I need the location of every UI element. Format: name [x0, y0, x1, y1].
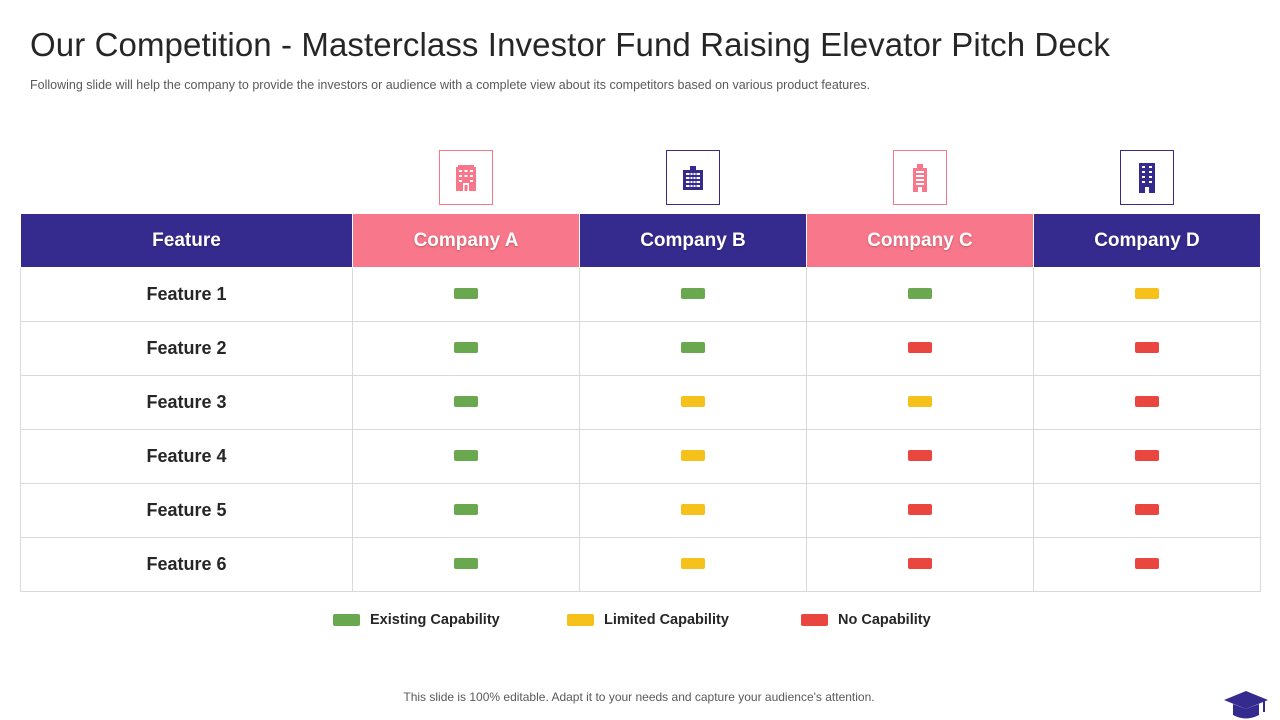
status-cell	[806, 375, 1034, 430]
status-cell	[579, 483, 807, 538]
legend-item-existing: Existing Capability	[333, 612, 500, 628]
status-indicator-existing	[454, 287, 478, 299]
status-cell	[352, 429, 580, 484]
company-icons-row	[0, 150, 1280, 206]
header-company-c: Company C	[806, 213, 1034, 268]
table-body: Feature 1 Feature 2 Feature 3 Feature 4 Feat…	[20, 267, 1261, 592]
building-icon	[456, 164, 476, 191]
status-cell	[1033, 429, 1261, 484]
table-row: Feature 4	[20, 429, 1261, 484]
status-cell	[806, 429, 1034, 484]
status-cell	[579, 429, 807, 484]
legend-label-none: No Capability	[838, 612, 931, 628]
status-indicator-existing	[681, 287, 705, 299]
table-row: Feature 3	[20, 375, 1261, 430]
table-row: Feature 2	[20, 321, 1261, 376]
page-subtitle: Following slide will help the company to…	[30, 78, 871, 92]
header-company-b: Company B	[579, 213, 807, 268]
status-cell	[352, 375, 580, 430]
status-indicator-none	[1135, 395, 1159, 407]
header-feature: Feature	[20, 213, 353, 268]
graduation-cap-icon	[1224, 691, 1268, 719]
table-row: Feature 6	[20, 537, 1261, 592]
office-building-icon	[683, 165, 703, 190]
competition-table: Feature Company A Company B Company C Co…	[20, 213, 1261, 592]
status-indicator-none	[908, 557, 932, 569]
legend-label-existing: Existing Capability	[370, 612, 500, 628]
status-cell	[579, 321, 807, 376]
status-indicator-existing	[454, 557, 478, 569]
status-indicator-none	[908, 449, 932, 461]
status-indicator-existing	[681, 341, 705, 353]
status-indicator-limited	[681, 395, 705, 407]
status-cell	[1033, 537, 1261, 592]
status-indicator-none	[1135, 503, 1159, 515]
status-cell	[1033, 321, 1261, 376]
header-company-a: Company A	[352, 213, 580, 268]
status-indicator-existing	[908, 287, 932, 299]
status-cell	[1033, 483, 1261, 538]
legend-swatch-none	[801, 614, 828, 626]
table-row: Feature 1	[20, 267, 1261, 322]
feature-label: Feature 4	[20, 429, 353, 484]
feature-label: Feature 3	[20, 375, 353, 430]
company-b-icon-box	[666, 150, 720, 205]
status-indicator-existing	[454, 449, 478, 461]
feature-label: Feature 6	[20, 537, 353, 592]
status-cell	[352, 483, 580, 538]
page-title: Our Competition - Masterclass Investor F…	[30, 26, 1111, 63]
status-cell	[1033, 267, 1261, 322]
status-cell	[806, 267, 1034, 322]
feature-label: Feature 1	[20, 267, 353, 322]
status-cell	[579, 267, 807, 322]
table-row: Feature 5	[20, 483, 1261, 538]
table-header-row: Feature Company A Company B Company C Co…	[20, 213, 1261, 268]
status-indicator-existing	[454, 503, 478, 515]
company-c-icon-box	[893, 150, 947, 205]
status-indicator-limited	[681, 503, 705, 515]
company-d-icon-box	[1120, 150, 1174, 205]
status-indicator-limited	[681, 449, 705, 461]
status-indicator-none	[1135, 449, 1159, 461]
status-cell	[579, 537, 807, 592]
status-cell	[1033, 375, 1261, 430]
status-cell	[352, 267, 580, 322]
status-indicator-none	[1135, 341, 1159, 353]
status-cell	[579, 375, 807, 430]
status-indicator-none	[908, 341, 932, 353]
status-indicator-existing	[454, 341, 478, 353]
header-company-d: Company D	[1033, 213, 1261, 268]
legend-label-limited: Limited Capability	[604, 612, 729, 628]
status-cell	[806, 483, 1034, 538]
feature-label: Feature 5	[20, 483, 353, 538]
status-indicator-limited	[1135, 287, 1159, 299]
legend-swatch-limited	[567, 614, 594, 626]
tower-building-icon	[913, 163, 927, 192]
company-a-icon-box	[439, 150, 493, 205]
status-cell	[352, 321, 580, 376]
footer-note: This slide is 100% editable. Adapt it to…	[0, 690, 1280, 704]
legend-item-none: No Capability	[801, 612, 931, 628]
feature-label: Feature 2	[20, 321, 353, 376]
legend: Existing Capability Limited Capability N…	[0, 612, 1280, 634]
status-indicator-none	[908, 503, 932, 515]
status-cell	[352, 537, 580, 592]
status-indicator-none	[1135, 557, 1159, 569]
status-indicator-limited	[681, 557, 705, 569]
status-cell	[806, 321, 1034, 376]
status-indicator-existing	[454, 395, 478, 407]
status-indicator-limited	[908, 395, 932, 407]
legend-swatch-existing	[333, 614, 360, 626]
legend-item-limited: Limited Capability	[567, 612, 729, 628]
footer-text: This slide is 100% editable. Adapt it to…	[403, 690, 875, 704]
skyscraper-icon	[1139, 162, 1155, 193]
status-cell	[806, 537, 1034, 592]
